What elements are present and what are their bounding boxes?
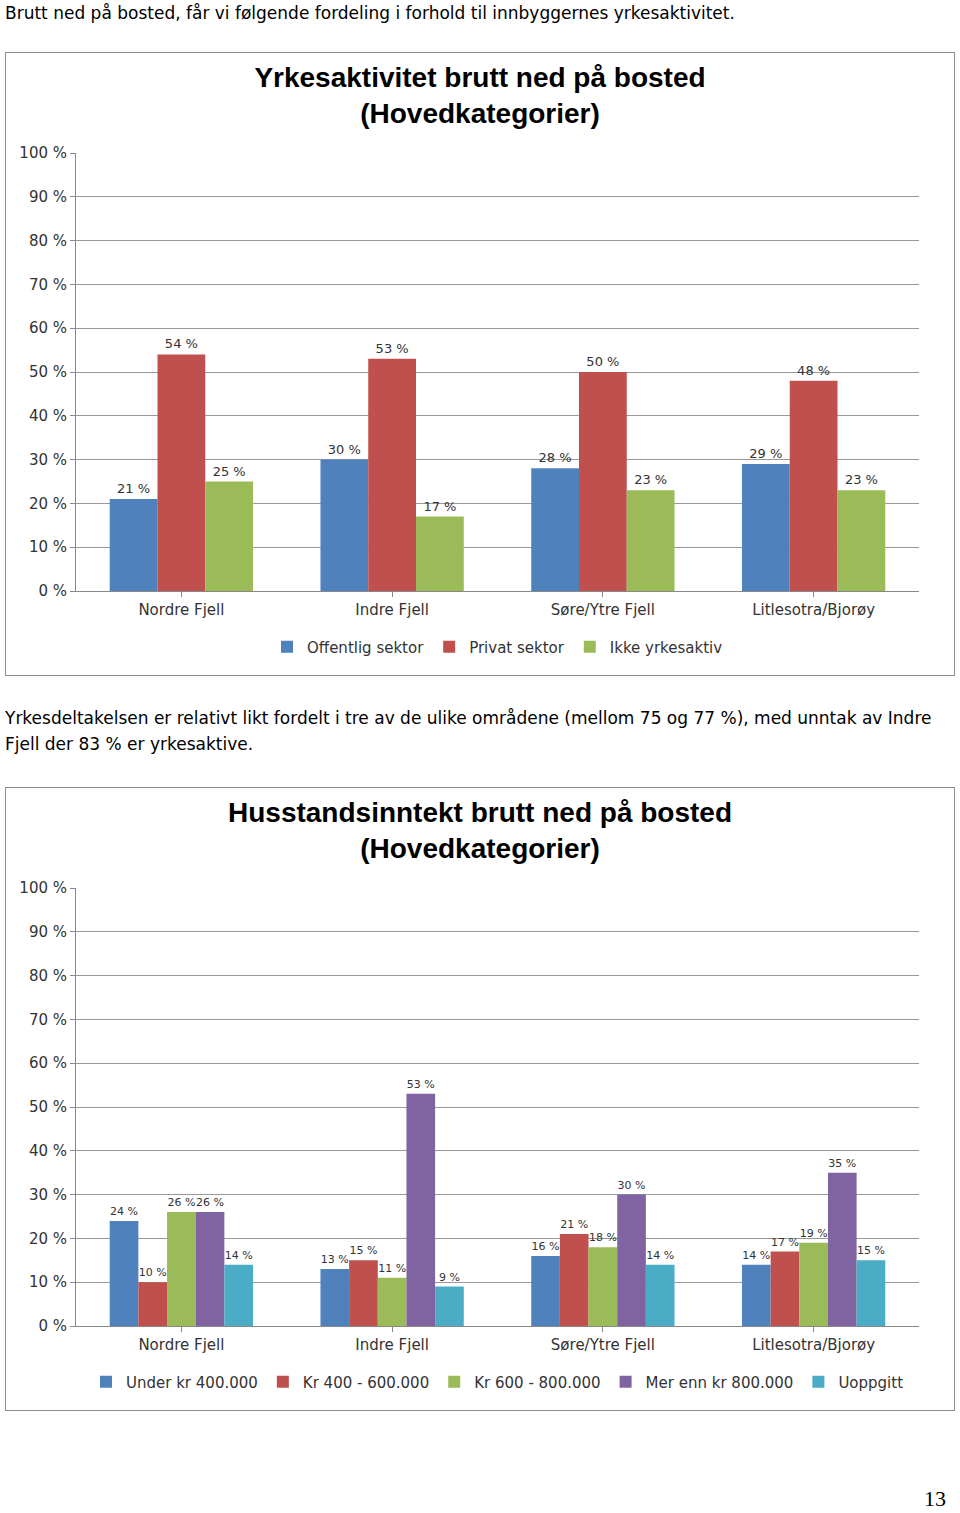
svg-text:20 %: 20 %	[29, 495, 67, 513]
html-text:13: 13	[924, 1486, 946, 1511]
html-text:Yrkesdeltakelsen er relativt l: Yrkesdeltakelsen er relativt likt fordel…	[5, 708, 932, 754]
svg-text:60 %: 60 %	[29, 1054, 67, 1072]
svg-text:Uoppgitt: Uoppgitt	[838, 1374, 903, 1392]
svg-text:0 %: 0 %	[38, 1317, 67, 1335]
svg-text:15 %: 15 %	[349, 1244, 377, 1257]
svg-text:53 %: 53 %	[376, 341, 409, 356]
svg-text:Yrkesaktivitet brutt ned på bo: Yrkesaktivitet brutt ned på bosted(Hoved…	[254, 62, 705, 129]
svg-text:60 %: 60 %	[29, 319, 67, 337]
svg-text:40 %: 40 %	[29, 1142, 67, 1160]
svg-text:Ikke yrkesaktiv: Ikke yrkesaktiv	[610, 639, 722, 657]
svg-text:21 %: 21 %	[560, 1218, 588, 1231]
svg-text:90 %: 90 %	[29, 188, 67, 206]
svg-text:100 %: 100 %	[19, 144, 67, 162]
svg-text:30 %: 30 %	[29, 451, 67, 469]
svg-text:30 %: 30 %	[29, 1186, 67, 1204]
svg-text:53 %: 53 %	[407, 1078, 435, 1091]
svg-text:9 %: 9 %	[439, 1271, 460, 1284]
svg-text:30 %: 30 %	[328, 442, 361, 457]
svg-text:Nordre Fjell: Nordre Fjell	[138, 1336, 224, 1354]
svg-text:20 %: 20 %	[29, 1230, 67, 1248]
svg-text:Under kr 400.000: Under kr 400.000	[126, 1374, 258, 1392]
svg-text:16 %: 16 %	[532, 1240, 560, 1253]
svg-text:24 %: 24 %	[110, 1205, 138, 1218]
svg-text:23 %: 23 %	[845, 472, 878, 487]
svg-text:Nordre Fjell: Nordre Fjell	[138, 601, 224, 619]
svg-text:25 %: 25 %	[213, 464, 246, 479]
svg-text:Offentlig sektor: Offentlig sektor	[307, 639, 424, 657]
svg-text:Litlesotra/Bjorøy: Litlesotra/Bjorøy	[752, 1336, 875, 1354]
svg-text:54 %: 54 %	[165, 336, 198, 351]
svg-text:15 %: 15 %	[857, 1244, 885, 1257]
svg-text:14 %: 14 %	[742, 1249, 770, 1262]
svg-text:26 %: 26 %	[167, 1196, 195, 1209]
html-text:Brutt ned på bosted, får vi fø: Brutt ned på bosted, får vi følgende for…	[5, 3, 735, 23]
svg-text:10 %: 10 %	[139, 1266, 167, 1279]
svg-text:50 %: 50 %	[586, 354, 619, 369]
svg-text:23 %: 23 %	[634, 472, 667, 487]
svg-text:13 %: 13 %	[321, 1253, 349, 1266]
svg-text:Søre/Ytre Fjell: Søre/Ytre Fjell	[551, 601, 655, 619]
svg-text:Husstandsinntekt brutt ned på: Husstandsinntekt brutt ned på bosted(Hov…	[228, 797, 732, 864]
svg-text:21 %: 21 %	[117, 481, 150, 496]
svg-text:0 %: 0 %	[38, 582, 67, 600]
svg-text:10 %: 10 %	[29, 538, 67, 556]
svg-text:100 %: 100 %	[19, 879, 67, 897]
svg-text:14 %: 14 %	[225, 1249, 253, 1262]
svg-text:40 %: 40 %	[29, 407, 67, 425]
svg-text:30 %: 30 %	[618, 1179, 646, 1192]
svg-text:Indre Fjell: Indre Fjell	[355, 1336, 429, 1354]
svg-text:Mer enn kr 800.000: Mer enn kr 800.000	[646, 1374, 794, 1392]
svg-text:26 %: 26 %	[196, 1196, 224, 1209]
svg-text:29 %: 29 %	[749, 446, 782, 461]
svg-text:10 %: 10 %	[29, 1273, 67, 1291]
svg-text:14 %: 14 %	[646, 1249, 674, 1262]
svg-text:Kr 600 - 800.000: Kr 600 - 800.000	[474, 1374, 600, 1392]
svg-text:19 %: 19 %	[800, 1227, 828, 1240]
svg-text:Søre/Ytre Fjell: Søre/Ytre Fjell	[551, 1336, 655, 1354]
svg-text:90 %: 90 %	[29, 923, 67, 941]
svg-text:70 %: 70 %	[29, 1011, 67, 1029]
svg-text:35 %: 35 %	[828, 1157, 856, 1170]
svg-text:70 %: 70 %	[29, 276, 67, 294]
svg-text:18 %: 18 %	[589, 1231, 617, 1244]
svg-text:Litlesotra/Bjorøy: Litlesotra/Bjorøy	[752, 601, 875, 619]
svg-text:17 %: 17 %	[423, 499, 456, 514]
svg-text:80 %: 80 %	[29, 232, 67, 250]
svg-text:17 %: 17 %	[771, 1236, 799, 1249]
svg-text:Privat sektor: Privat sektor	[469, 639, 565, 657]
svg-text:Indre Fjell: Indre Fjell	[355, 601, 429, 619]
svg-text:28 %: 28 %	[539, 450, 572, 465]
svg-text:50 %: 50 %	[29, 363, 67, 381]
svg-text:50 %: 50 %	[29, 1098, 67, 1116]
svg-text:80 %: 80 %	[29, 967, 67, 985]
svg-text:48 %: 48 %	[797, 363, 830, 378]
svg-text:Kr 400 - 600.000: Kr 400 - 600.000	[303, 1374, 429, 1392]
svg-text:11 %: 11 %	[378, 1262, 406, 1275]
